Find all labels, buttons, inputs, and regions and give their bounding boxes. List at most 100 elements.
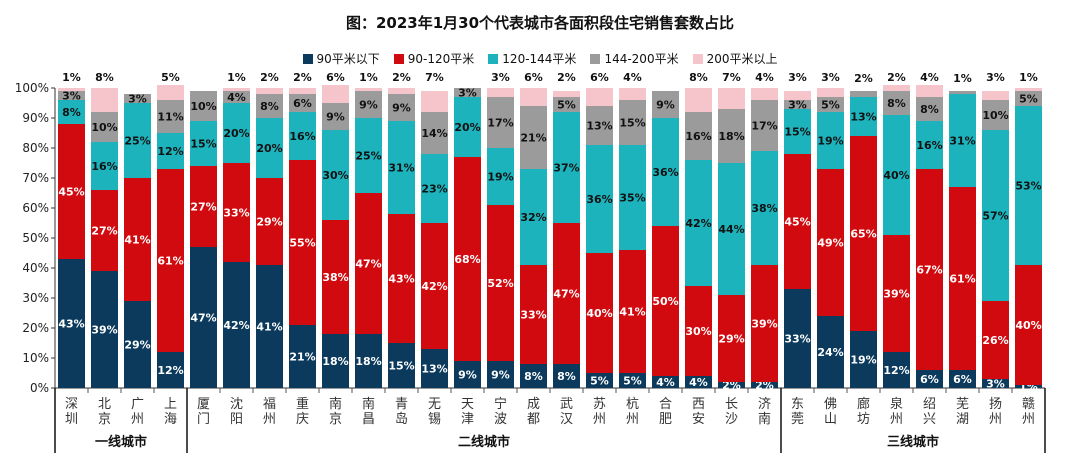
data-label: 31%: [388, 162, 414, 175]
bar-segment: [619, 250, 646, 373]
data-label: 9%: [458, 369, 477, 382]
bar-segment: [520, 106, 547, 169]
legend-item: 200平米以上: [692, 50, 777, 67]
data-label: 19%: [850, 354, 876, 367]
bar-segment: [817, 169, 844, 316]
data-label: 19%: [487, 171, 513, 184]
bar-segment: [850, 91, 877, 97]
bar-segment: [916, 169, 943, 370]
data-label: 47%: [355, 258, 381, 271]
bar-segment: [652, 376, 679, 388]
data-label: 3%: [986, 378, 1005, 391]
bar-segment: [256, 178, 283, 265]
bar-segment: [685, 88, 712, 112]
data-label: 9%: [359, 99, 378, 112]
data-label: 16%: [91, 160, 117, 173]
data-label: 21%: [520, 132, 546, 145]
bar-segment: [388, 94, 415, 121]
bar-segment: [58, 88, 85, 91]
x-tick-label: 佛: [824, 397, 837, 412]
bar-segment: [91, 271, 118, 388]
data-label: 2%: [854, 72, 873, 85]
bar-segment: [586, 88, 613, 106]
bar-segment: [619, 145, 646, 250]
bar-segment: [223, 91, 250, 103]
bar-segment: [982, 379, 1009, 388]
bar-segment: [487, 97, 514, 148]
x-tick-label: 东: [791, 397, 804, 412]
x-tick-label: 绍: [923, 397, 936, 412]
data-label: 5%: [623, 375, 642, 388]
data-label: 8%: [557, 370, 576, 383]
data-label: 39%: [883, 288, 909, 301]
data-label: 29%: [256, 216, 282, 229]
bar-segment: [322, 220, 349, 334]
x-tick-label: 海: [164, 412, 177, 427]
bar-segment: [487, 361, 514, 388]
legend-label: 144-200平米: [604, 52, 679, 66]
bar-segment: [619, 88, 646, 100]
bar-segment: [982, 100, 1009, 130]
bar-segment: [388, 343, 415, 388]
x-tick-label: 京: [98, 412, 111, 427]
data-label: 38%: [751, 202, 777, 215]
x-tick-label: 西: [692, 397, 705, 412]
data-label: 39%: [751, 318, 777, 331]
data-label: 40%: [586, 307, 612, 320]
data-label: 15%: [388, 360, 414, 373]
data-label: 43%: [388, 273, 414, 286]
data-label: 7%: [425, 71, 444, 84]
data-label: 6%: [953, 373, 972, 386]
chart-title: 图：2023年1月30个代表城市各面积段住宅销售套数占比: [345, 14, 735, 32]
data-label: 30%: [322, 169, 348, 182]
x-tick-label: 沈: [230, 397, 243, 412]
data-label: 2%: [722, 379, 741, 392]
bar-segment: [817, 88, 844, 97]
data-label: 1%: [1019, 71, 1038, 84]
bar-segment: [718, 295, 745, 382]
x-tick-label: 肥: [659, 412, 672, 427]
bar-segment: [91, 112, 118, 142]
x-tick-label: 兴: [923, 412, 936, 427]
bar-segment: [421, 349, 448, 388]
bar-segment: [784, 91, 811, 100]
group-label: 一线城市: [95, 434, 147, 450]
bar-segment: [553, 112, 580, 223]
data-label: 8%: [887, 97, 906, 110]
data-label: 3%: [128, 93, 147, 106]
bar-segment: [355, 88, 382, 91]
bar-segment: [157, 352, 184, 388]
x-tick-label: 苏: [593, 396, 606, 412]
bar-segment: [91, 88, 118, 112]
x-tick-label: 都: [527, 412, 540, 427]
y-tick-label: 0%: [30, 381, 49, 395]
data-label: 3%: [821, 71, 840, 84]
x-tick-label: 州: [263, 412, 276, 427]
bar-segment: [1015, 385, 1042, 388]
x-tick-label: 门: [197, 412, 210, 427]
data-label: 29%: [718, 333, 744, 346]
data-label: 32%: [520, 211, 546, 224]
data-label: 30%: [685, 325, 711, 338]
bar-segment: [190, 121, 217, 166]
data-label: 8%: [62, 106, 81, 119]
x-tick-label: 州: [131, 412, 144, 427]
data-label: 6%: [326, 71, 345, 84]
x-tick-label: 长: [725, 397, 738, 412]
bar-segment: [916, 97, 943, 121]
x-tick-label: 杭: [626, 397, 639, 412]
data-label: 18%: [322, 355, 348, 368]
data-label: 42%: [685, 217, 711, 230]
bar-segment: [751, 88, 778, 100]
bar-segment: [454, 361, 481, 388]
data-label: 52%: [487, 277, 513, 290]
x-tick-label: 坊: [857, 412, 870, 427]
x-tick-label: 庆: [296, 412, 309, 427]
legend-swatch: [488, 53, 499, 64]
data-label: 36%: [586, 193, 612, 206]
legend-item: 120-144平米: [488, 50, 576, 67]
bar-segment: [124, 301, 151, 388]
bar-segment: [223, 103, 250, 163]
x-tick-label: 州: [626, 412, 639, 427]
bar-segment: [685, 112, 712, 160]
